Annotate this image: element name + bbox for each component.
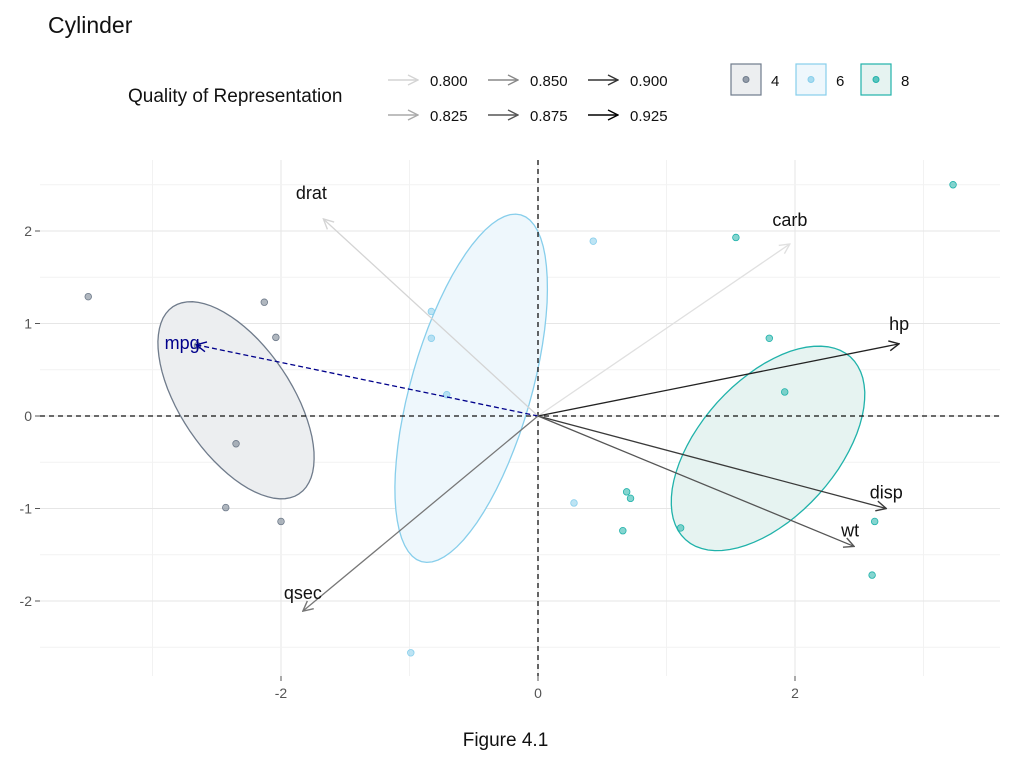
quality-value-0.800: 0.800 <box>430 73 468 90</box>
point-group-8 <box>619 527 627 535</box>
legend-label-8: 8 <box>901 73 909 90</box>
point-group-8 <box>868 571 876 579</box>
point-group-6 <box>427 307 436 316</box>
quality-value-0.900: 0.900 <box>630 73 668 90</box>
ellipse-group-4 <box>157 301 315 500</box>
arrow-mpg <box>196 345 539 417</box>
legend-dot-6 <box>807 76 815 83</box>
point-group-4 <box>260 298 268 306</box>
axis-ticks: -2 0 2 -2 -1 0 1 2 <box>20 223 800 701</box>
point-group-8 <box>781 388 789 396</box>
label-qsec: qsec <box>284 583 322 603</box>
quality-value-0.825: 0.825 <box>430 108 468 125</box>
x-tick-label: 2 <box>791 685 799 701</box>
arrow-wt <box>537 415 854 546</box>
y-tick-label: 0 <box>24 408 32 424</box>
legend-dot-4 <box>742 76 750 83</box>
label-wt: wt <box>840 520 859 540</box>
label-drat: drat <box>296 183 327 203</box>
arrow-drat <box>323 219 539 417</box>
x-tick-label: -2 <box>275 685 288 701</box>
arrow-qsec <box>303 415 539 611</box>
arrow-carb <box>537 244 790 417</box>
point-group-4 <box>232 440 240 448</box>
point-group-8 <box>949 181 957 189</box>
y-tick-label: 1 <box>24 316 32 332</box>
point-group-6 <box>407 649 415 657</box>
ellipse-group-8 <box>670 345 866 552</box>
legend-key-6 <box>795 63 827 96</box>
point-group-6 <box>570 499 578 507</box>
ellipse-group-6 <box>394 213 549 564</box>
point-group-8 <box>870 517 879 526</box>
y-tick-label: -1 <box>20 501 33 517</box>
point-group-6 <box>589 237 597 245</box>
group-legend: 4 6 8 <box>730 63 909 96</box>
point-group-8 <box>626 494 635 503</box>
point-group-4 <box>272 333 280 342</box>
legend-label-4: 4 <box>771 73 779 90</box>
legend-label-6: 6 <box>836 73 844 90</box>
chart-title: Cylinder <box>48 12 133 38</box>
y-tick-label: 2 <box>24 223 32 239</box>
point-group-4 <box>277 517 285 526</box>
figure-caption: Figure 4.1 <box>462 730 549 751</box>
point-group-8 <box>622 488 631 496</box>
label-carb: carb <box>772 210 807 230</box>
quality-value-0.925: 0.925 <box>630 108 668 125</box>
legend-dot-8 <box>872 76 880 83</box>
quality-value-0.850: 0.850 <box>530 73 568 90</box>
quality-legend-title: Quality of Representation <box>128 86 343 107</box>
point-group-8 <box>765 334 773 342</box>
label-mpg: mpg <box>165 333 200 353</box>
y-tick-label: -2 <box>20 593 33 609</box>
label-disp: disp <box>870 483 903 503</box>
group-ellipses <box>157 213 866 564</box>
point-group-6 <box>443 391 451 399</box>
point-group-4 <box>222 503 230 512</box>
point-group-6 <box>427 334 436 342</box>
data-points <box>84 181 957 657</box>
quality-legend: 0.800 0.825 0.850 0.875 0.900 0.925 <box>388 73 668 125</box>
zero-lines <box>40 160 1000 676</box>
arrow-disp <box>537 415 886 509</box>
point-group-4 <box>84 292 92 301</box>
arrow-hp <box>537 344 899 417</box>
label-hp: hp <box>889 314 909 334</box>
point-group-8 <box>676 524 685 532</box>
x-tick-label: 0 <box>534 685 542 701</box>
point-group-8 <box>732 233 740 242</box>
quality-value-0.875: 0.875 <box>530 108 568 125</box>
